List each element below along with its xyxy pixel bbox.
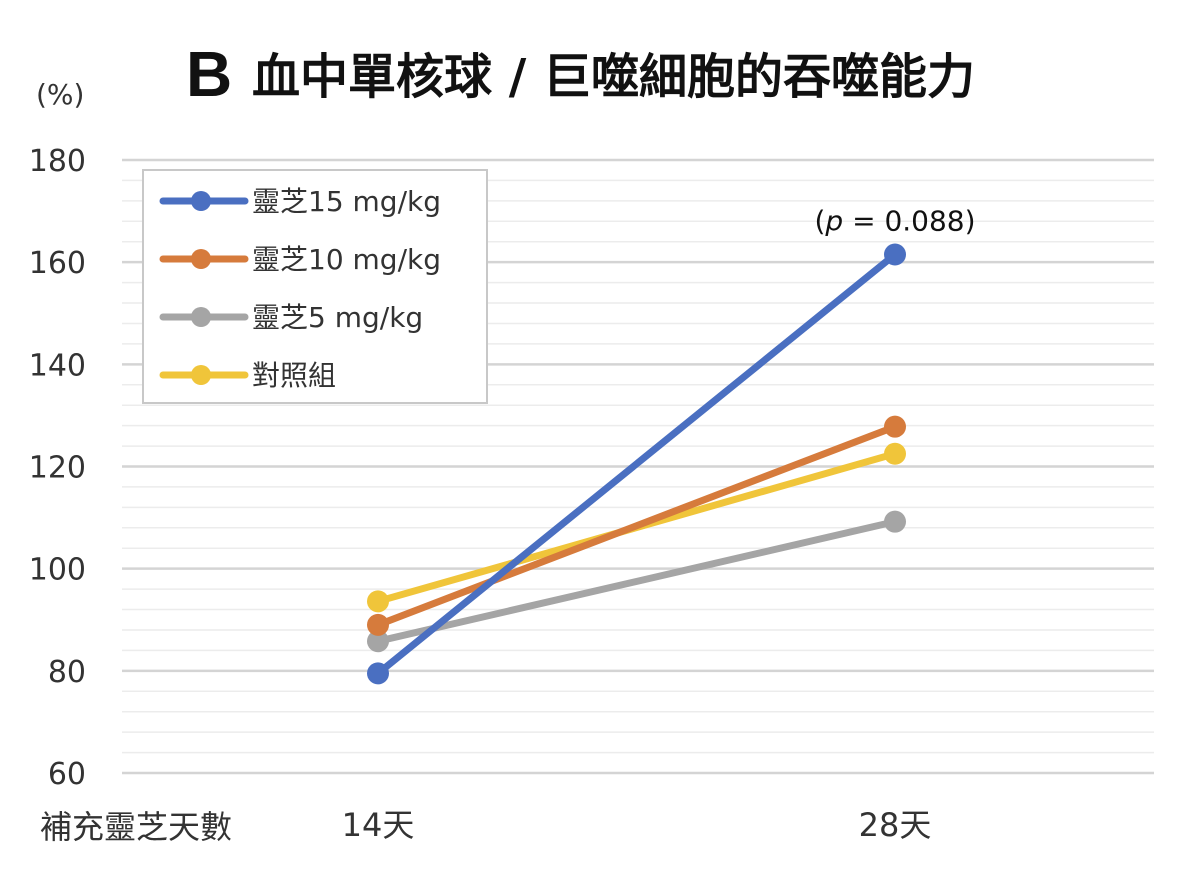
legend-swatch-marker	[191, 307, 211, 327]
y-axis-unit: (%)	[36, 78, 84, 111]
legend: 靈芝15 mg/kg 靈芝10 mg/kg 靈芝5 mg/kg 對照組	[142, 169, 488, 404]
legend-label: 對照組	[252, 359, 336, 392]
y-tick-labels: 60 80 100 120 140 160 180	[29, 144, 86, 792]
y-tick-label: 140	[29, 348, 86, 383]
annotation-prefix: (	[814, 205, 825, 238]
data-point	[367, 662, 389, 685]
series-line	[374, 423, 899, 629]
x-tick-label: 14天	[342, 806, 415, 844]
y-tick-label: 80	[48, 655, 86, 690]
minor-gridlines	[122, 179, 1154, 754]
x-axis-label: 補充靈芝天數	[40, 808, 232, 846]
y-tick-label: 120	[29, 451, 86, 486]
legend-label: 靈芝15 mg/kg	[252, 185, 441, 218]
series-line	[374, 518, 899, 645]
y-tick-label: 160	[29, 246, 86, 281]
legend-label: 靈芝5 mg/kg	[252, 301, 423, 334]
y-tick-label: 60	[48, 757, 86, 792]
p-value-annotation: (p = 0.088)	[814, 205, 975, 238]
data-point	[884, 415, 906, 438]
annotation-italic: p	[824, 205, 843, 238]
chart-title: 血中單核球 / 巨噬細胞的吞噬能力	[252, 49, 975, 105]
y-tick-label: 180	[29, 144, 86, 179]
y-tick-label: 100	[29, 553, 86, 588]
legend-swatch-marker	[191, 191, 211, 211]
x-tick-labels: 14天 28天	[342, 806, 932, 844]
legend-swatch-marker	[191, 249, 211, 269]
legend-label: 靈芝10 mg/kg	[252, 243, 441, 276]
data-point	[367, 630, 389, 653]
data-point	[884, 442, 906, 465]
data-point	[367, 590, 389, 613]
series-line	[374, 251, 899, 677]
chart-title-letter: B	[186, 38, 232, 110]
data-point	[884, 243, 906, 266]
series-layer	[367, 243, 906, 685]
data-point	[367, 613, 389, 636]
x-tick-label: 28天	[859, 806, 932, 844]
major-gridlines	[122, 158, 1154, 775]
data-point	[884, 510, 906, 533]
annotation-suffix: = 0.088)	[843, 205, 975, 238]
legend-swatch-marker	[191, 365, 211, 385]
